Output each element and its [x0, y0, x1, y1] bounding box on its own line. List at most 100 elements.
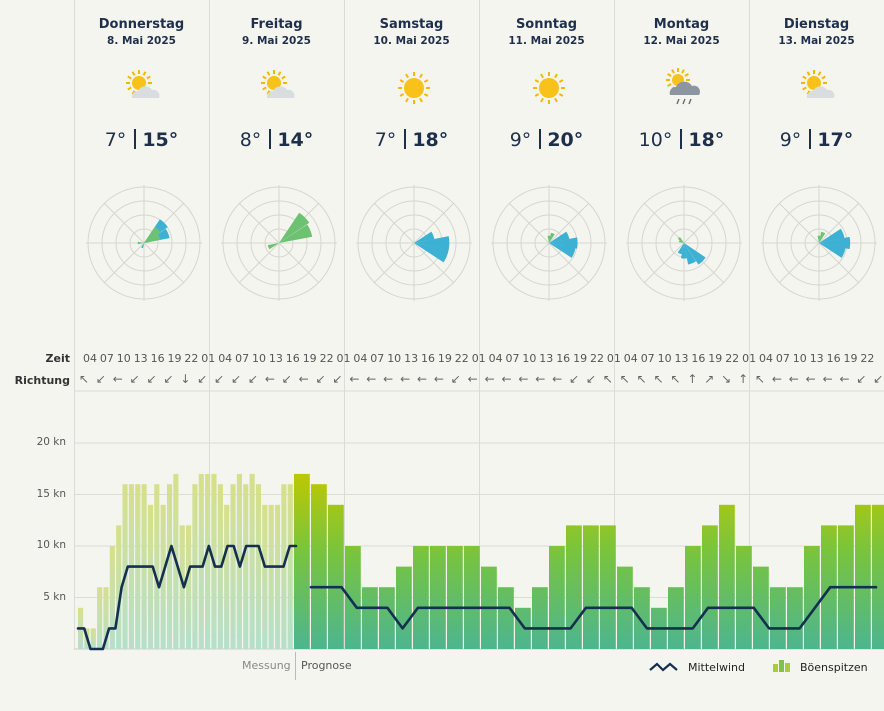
rose-petal — [279, 212, 310, 243]
hour-label: 13 — [674, 352, 689, 365]
hour-label: 10 — [116, 352, 131, 365]
wind-direction-arrow: ↙ — [450, 372, 461, 386]
forecast-gust-bar — [362, 587, 378, 649]
forecast-gust-bar — [600, 525, 616, 649]
hour-label: 04 — [83, 352, 97, 365]
measured-gust-bar — [166, 484, 173, 649]
day-name: Freitag — [250, 17, 303, 32]
wind-direction-arrow: ↖ — [670, 372, 681, 386]
forecast-gust-bar — [515, 607, 531, 649]
rose-petal — [684, 243, 696, 265]
rose-petal — [414, 236, 450, 250]
wind-direction-arrow: ← — [264, 372, 275, 386]
wind-direction-arrow: ← — [416, 372, 428, 386]
temperature: 10° 18° — [614, 129, 749, 151]
wind-direction-arrow: ← — [552, 372, 563, 386]
measured-gust-bar — [230, 484, 236, 649]
day-name: Donnerstag — [98, 17, 185, 32]
hour-label: 19 — [573, 352, 588, 365]
wind-direction-arrow: ← — [535, 372, 546, 386]
forecast-gust-bar — [345, 546, 361, 649]
day-name: Montag — [653, 17, 710, 32]
rose-petal — [819, 228, 845, 243]
rose-petal — [549, 237, 578, 249]
temperature: 7° 15° — [74, 129, 209, 151]
measured-gust-bar — [103, 587, 109, 649]
rose-petal — [137, 241, 144, 245]
day-date: 9. Mai 2025 — [242, 35, 311, 47]
forecast-gust-bar — [753, 566, 769, 649]
wind-rose — [491, 185, 607, 301]
wind-rose — [761, 185, 877, 301]
measured-gust-bar — [186, 525, 192, 649]
measured-gust-bar — [198, 473, 204, 649]
day-separator — [749, 0, 750, 650]
forecast-mean-line — [309, 585, 878, 630]
temp-min: 9° — [779, 129, 802, 151]
rose-petal — [549, 243, 576, 258]
day-column: Donnerstag 8. Mai 2025 7° 15° — [74, 0, 209, 320]
rose-petal — [549, 231, 570, 243]
hour-label: 01 — [336, 352, 351, 365]
measured-mean-line — [76, 544, 298, 651]
measured-gust-bar — [262, 504, 268, 649]
wind-direction-arrow: ↙ — [856, 372, 867, 386]
day-name: Dienstag — [783, 17, 850, 32]
wind-direction-arrow: ← — [839, 372, 850, 386]
mean-wind-legend: Mittelwind — [688, 661, 746, 674]
temperature: 9° 17° — [749, 129, 884, 151]
forecast-gust-bar — [736, 546, 752, 649]
hour-label: 16 — [826, 352, 841, 365]
wind-direction-arrow: ↖ — [754, 372, 766, 386]
temp-min: 8° — [239, 129, 262, 151]
hour-label: 04 — [218, 352, 233, 365]
rose-petal — [414, 243, 449, 263]
rose-petal — [677, 243, 684, 255]
wind-chart — [74, 390, 884, 651]
day-separator — [74, 0, 75, 650]
measured-gust-bar — [179, 525, 185, 649]
wind-direction-arrow: ↑ — [687, 372, 698, 386]
hour-label: 22 — [590, 352, 604, 365]
rose-petal — [547, 235, 551, 243]
hour-label: 22 — [184, 352, 199, 365]
hour-label: 19 — [708, 352, 723, 365]
hour-label: 10 — [792, 352, 807, 365]
day-date: 10. Mai 2025 — [373, 35, 450, 47]
time-row-label: Zeit — [45, 352, 70, 365]
measured-gust-bar — [249, 473, 255, 649]
wind-direction-arrow: ↙ — [332, 372, 343, 386]
hour-label: 13 — [268, 352, 283, 365]
gust-legend: Böenspitzen — [800, 661, 868, 674]
y-tick-label: 15 kn — [36, 487, 66, 500]
temperature: 8° 14° — [209, 129, 344, 151]
hour-label: 16 — [285, 352, 300, 365]
wind-rose — [86, 185, 202, 301]
wind-direction-arrow: ← — [501, 372, 512, 386]
wind-direction-arrow: ← — [433, 372, 444, 386]
rose-petal — [680, 243, 688, 259]
sun-cloud-icon — [799, 68, 839, 108]
forecast-gust-bar — [804, 546, 820, 649]
temp-min: 9° — [509, 129, 532, 151]
measured-gust-bar — [154, 484, 160, 649]
hour-label: 19 — [843, 352, 858, 365]
wind-direction-arrow: ↖ — [636, 372, 647, 386]
forecast-gust-bar — [583, 525, 599, 649]
day-separator — [209, 0, 210, 650]
wind-direction-arrow: ↙ — [247, 372, 259, 386]
day-column: Dienstag 13. Mai 2025 9° 17° — [749, 0, 884, 320]
wind-direction-arrow: ← — [366, 372, 377, 386]
now-divider — [295, 652, 296, 680]
wind-direction-arrow: ↖ — [619, 372, 630, 386]
hour-label: 16 — [421, 352, 435, 365]
measured-gust-bar — [116, 525, 122, 649]
hour-label: 16 — [150, 352, 165, 365]
wind-direction-arrow: ↙ — [315, 372, 326, 386]
sun-cloud-icon — [124, 68, 164, 108]
hour-label: 13 — [809, 352, 824, 365]
wind-rose — [221, 185, 337, 301]
measured-gust-bar — [147, 504, 154, 649]
wind-direction-arrow: ← — [400, 372, 411, 386]
gust-legend-icon — [773, 660, 790, 672]
